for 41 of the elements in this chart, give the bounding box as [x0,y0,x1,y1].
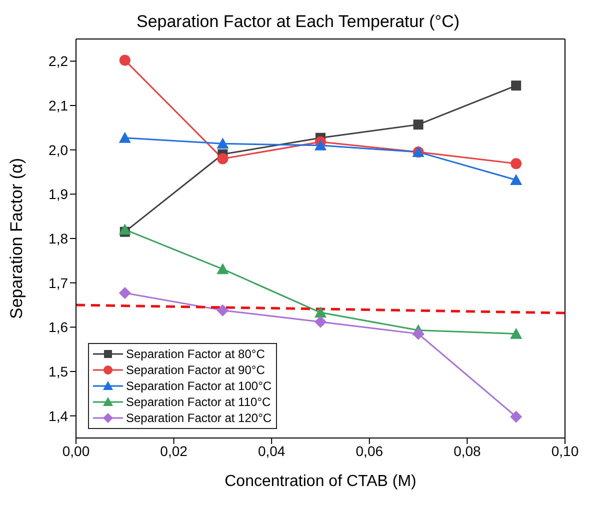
point [118,224,131,235]
y-tick-label: 1,6 [48,319,68,336]
point [216,138,229,149]
x-tick-label: 0,10 [551,442,579,459]
legend-label: Separation Factor at 100°C [126,379,272,393]
point [217,153,228,164]
legend-label: Separation Factor at 120°C [126,411,272,425]
y-tick-label: 1,9 [48,186,68,202]
point [510,158,522,170]
legend-label: Separation Factor at 90°C [126,363,265,377]
point [216,263,229,274]
chart-title: Separation Factor at Each Temperatur (°C) [135,11,461,33]
x-axis-title: Concentration of CTAB (M) [224,473,416,490]
y-tick-label: 1,4 [48,408,68,424]
y-tick-label: 2,1 [48,97,68,114]
point [118,287,131,300]
y-axis-title: Separation Factor (α) [7,158,26,320]
point [118,132,131,143]
point [119,54,130,66]
point [314,316,326,328]
x-tick-label: 0,04 [258,442,286,459]
x-tick-label: 0,06 [356,442,384,459]
y-tick-label: 1,8 [48,230,68,246]
x-tick-label: 0,02 [160,442,188,459]
legend-label: Separation Factor at 80°C [126,347,265,361]
point [314,306,326,318]
y-tick-label: 2,2 [48,53,68,70]
point [216,304,229,316]
point [413,120,424,130]
y-tick-label: 1,5 [48,363,68,380]
y-tick-label: 2,0 [48,142,68,158]
x-tick-label: 0,00 [62,442,90,459]
point [510,410,522,423]
legend-label: Separation Factor at 110°C [126,395,271,409]
point [510,328,522,339]
point [510,174,522,185]
x-tick-label: 0,08 [454,442,482,459]
point [412,328,424,340]
y-tick-label: 1,7 [48,274,68,291]
point [511,80,522,91]
point [314,139,326,150]
